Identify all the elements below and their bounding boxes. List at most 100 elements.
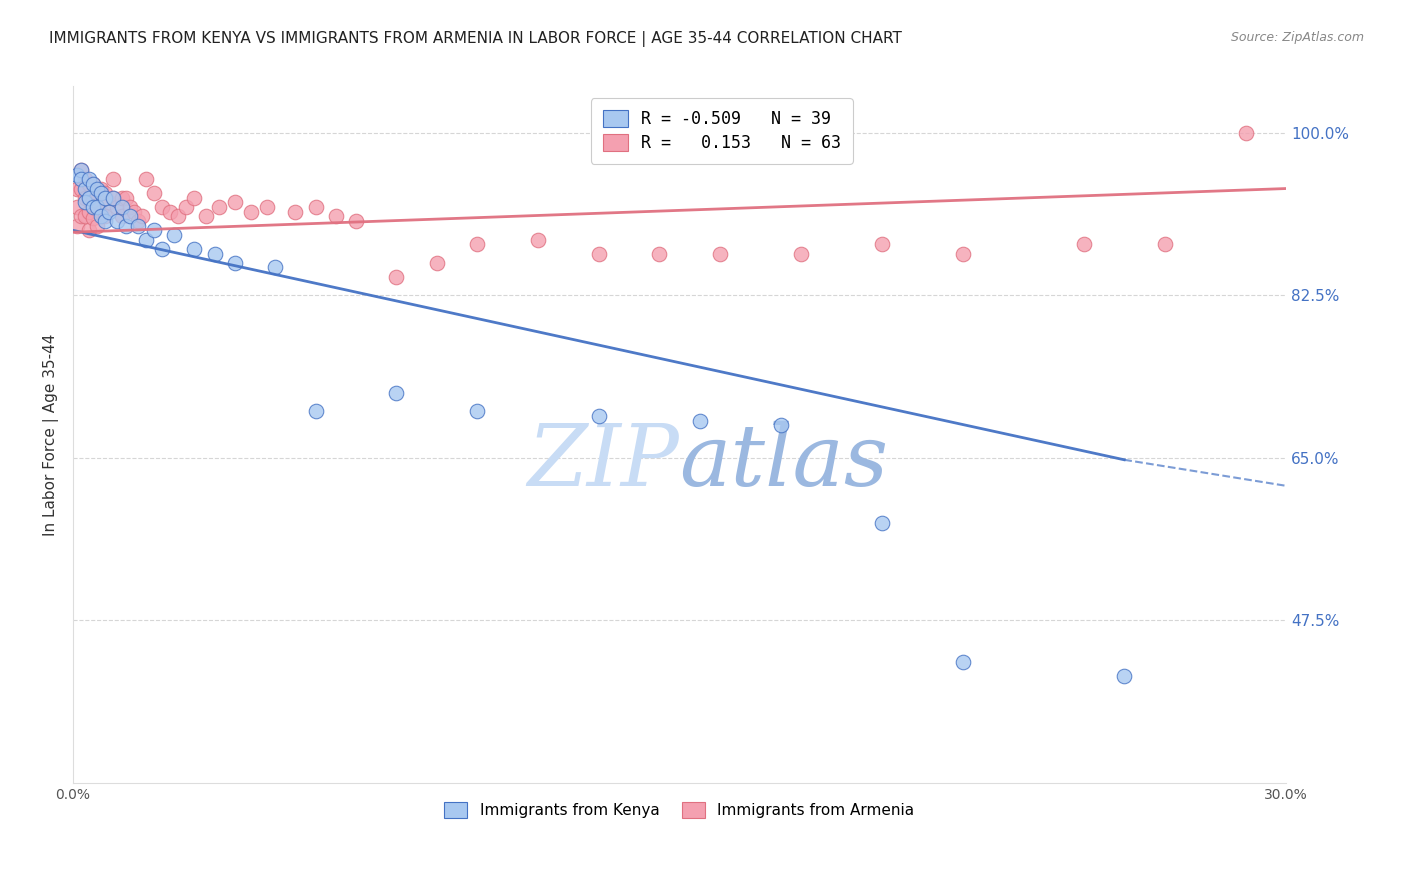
Point [77, 177, 100, 191]
Point [239, 204, 262, 219]
Point [385, 385, 408, 400]
Point [90, 204, 112, 219]
Point [77, 223, 100, 237]
Point [304, 200, 326, 214]
Point [66, 219, 89, 233]
Point [142, 223, 165, 237]
Point [82, 193, 104, 207]
Point [224, 256, 246, 270]
Point [86, 200, 108, 214]
Point [75, 210, 97, 224]
Point [195, 210, 218, 224]
Point [1153, 237, 1175, 252]
Point [183, 191, 205, 205]
Point [1234, 126, 1257, 140]
Point [103, 191, 125, 205]
Point [118, 200, 141, 214]
Point [82, 200, 104, 214]
Point [264, 260, 287, 275]
Point [90, 186, 112, 201]
Point [870, 516, 893, 530]
Point [82, 177, 104, 191]
Point [769, 418, 792, 433]
Point [94, 210, 117, 224]
Point [98, 204, 121, 219]
Point [86, 200, 108, 214]
Point [304, 404, 326, 418]
Point [135, 172, 157, 186]
Point [588, 246, 610, 260]
Point [709, 246, 731, 260]
Point [66, 168, 89, 182]
Point [107, 214, 129, 228]
Point [82, 177, 104, 191]
Point [648, 246, 671, 260]
Point [135, 233, 157, 247]
Point [159, 204, 181, 219]
Point [70, 181, 93, 195]
Point [110, 210, 132, 224]
Point [127, 214, 149, 228]
Point [110, 200, 132, 214]
Point [94, 191, 117, 205]
Point [94, 186, 117, 201]
Point [103, 191, 125, 205]
Point [870, 237, 893, 252]
Point [952, 655, 974, 669]
Point [204, 246, 226, 260]
Point [183, 242, 205, 256]
Text: atlas: atlas [679, 421, 889, 504]
Point [163, 227, 186, 242]
Point [70, 163, 93, 178]
Point [77, 191, 100, 205]
Point [86, 186, 108, 201]
Point [94, 214, 117, 228]
Point [167, 210, 190, 224]
Point [207, 200, 229, 214]
Point [952, 246, 974, 260]
Point [174, 200, 197, 214]
Point [75, 191, 97, 205]
Point [256, 200, 278, 214]
Point [70, 172, 93, 186]
Point [790, 246, 813, 260]
Point [385, 269, 408, 284]
Text: ZIP: ZIP [527, 421, 679, 504]
Point [426, 256, 449, 270]
Point [110, 191, 132, 205]
Point [150, 242, 173, 256]
Point [90, 181, 112, 195]
Point [150, 200, 173, 214]
Legend: Immigrants from Kenya, Immigrants from Armenia: Immigrants from Kenya, Immigrants from A… [439, 796, 921, 824]
Point [131, 210, 153, 224]
Point [77, 204, 100, 219]
Point [325, 210, 347, 224]
Point [86, 181, 108, 195]
Point [103, 172, 125, 186]
Text: IMMIGRANTS FROM KENYA VS IMMIGRANTS FROM ARMENIA IN LABOR FORCE | AGE 35-44 CORR: IMMIGRANTS FROM KENYA VS IMMIGRANTS FROM… [49, 31, 903, 47]
Point [127, 219, 149, 233]
Y-axis label: In Labor Force | Age 35-44: In Labor Force | Age 35-44 [44, 334, 59, 536]
Point [142, 186, 165, 201]
Point [527, 233, 550, 247]
Point [118, 210, 141, 224]
Point [588, 409, 610, 424]
Point [1114, 669, 1136, 683]
Point [66, 200, 89, 214]
Point [70, 163, 93, 178]
Point [77, 191, 100, 205]
Text: Source: ZipAtlas.com: Source: ZipAtlas.com [1230, 31, 1364, 45]
Point [86, 219, 108, 233]
Point [114, 219, 136, 233]
Point [98, 195, 121, 210]
Point [70, 210, 93, 224]
Point [344, 214, 367, 228]
Point [77, 172, 100, 186]
Point [1073, 237, 1095, 252]
Point [107, 200, 129, 214]
Point [66, 181, 89, 195]
Point [75, 181, 97, 195]
Point [82, 211, 104, 226]
Point [284, 204, 307, 219]
Point [465, 404, 488, 418]
